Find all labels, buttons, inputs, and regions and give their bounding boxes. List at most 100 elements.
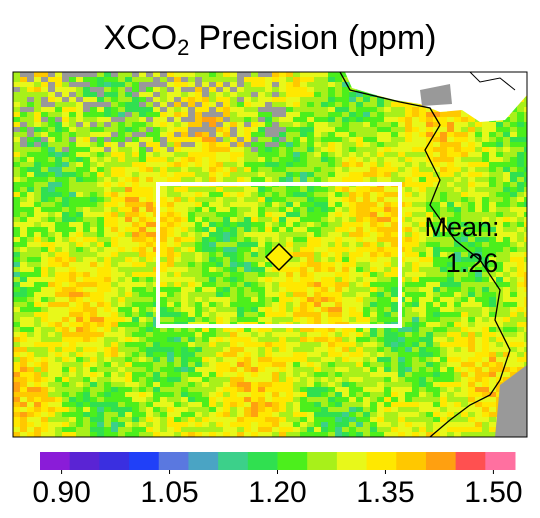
map-pixel (265, 92, 272, 97)
map-pixel (153, 172, 160, 177)
map-pixel (328, 237, 335, 242)
map-pixel (307, 207, 314, 212)
map-pixel (405, 272, 412, 277)
map-pixel (300, 212, 307, 217)
map-pixel (363, 242, 370, 247)
map-pixel (454, 302, 461, 307)
map-pixel (279, 292, 286, 297)
map-pixel (181, 382, 188, 387)
map-pixel (489, 307, 496, 312)
map-pixel (244, 147, 251, 152)
map-pixel (440, 172, 447, 177)
map-pixel (118, 287, 125, 292)
map-pixel (300, 137, 307, 142)
map-pixel (237, 112, 244, 117)
map-pixel (216, 307, 223, 312)
map-pixel (440, 117, 447, 122)
map-pixel (356, 212, 363, 217)
map-pixel (160, 292, 167, 297)
map-pixel (41, 72, 48, 77)
map-pixel (384, 187, 391, 192)
map-pixel (55, 392, 62, 397)
map-pixel (55, 97, 62, 102)
map-pixel (258, 297, 265, 302)
map-pixel (244, 222, 251, 227)
map-pixel (356, 197, 363, 202)
map-pixel (363, 277, 370, 282)
map-pixel (41, 387, 48, 392)
map-pixel (27, 312, 34, 317)
map-pixel (167, 292, 174, 297)
map-pixel (27, 297, 34, 302)
map-pixel (223, 292, 230, 297)
map-pixel (181, 112, 188, 117)
map-pixel (27, 392, 34, 397)
map-pixel (167, 382, 174, 387)
map-pixel (223, 117, 230, 122)
map-pixel (41, 122, 48, 127)
map-pixel (174, 407, 181, 412)
map-pixel (41, 102, 48, 107)
map-pixel (482, 377, 489, 382)
map-pixel (104, 297, 111, 302)
map-pixel (69, 347, 76, 352)
map-pixel (293, 337, 300, 342)
map-pixel (90, 227, 97, 232)
map-pixel (293, 372, 300, 377)
map-pixel (307, 122, 314, 127)
map-pixel (405, 167, 412, 172)
map-pixel (209, 97, 216, 102)
map-pixel (20, 327, 27, 332)
map-pixel (146, 277, 153, 282)
map-pixel (307, 297, 314, 302)
map-pixel (55, 172, 62, 177)
map-pixel (356, 372, 363, 377)
map-pixel (223, 337, 230, 342)
map-pixel (286, 357, 293, 362)
map-pixel (251, 202, 258, 207)
map-pixel (412, 347, 419, 352)
map-pixel (27, 322, 34, 327)
map-pixel (454, 192, 461, 197)
map-pixel (426, 392, 433, 397)
map-pixel (419, 362, 426, 367)
map-pixel (328, 397, 335, 402)
map-pixel (209, 167, 216, 172)
map-pixel (34, 152, 41, 157)
map-pixel (111, 287, 118, 292)
map-pixel (503, 252, 510, 257)
map-pixel (76, 297, 83, 302)
map-pixel (356, 282, 363, 287)
map-pixel (132, 282, 139, 287)
map-pixel (223, 342, 230, 347)
map-pixel (496, 157, 503, 162)
map-pixel (174, 152, 181, 157)
map-pixel (76, 162, 83, 167)
map-pixel (223, 387, 230, 392)
map-pixel (160, 177, 167, 182)
map-pixel (90, 77, 97, 82)
map-pixel (146, 252, 153, 257)
map-pixel (321, 272, 328, 277)
map-pixel (174, 392, 181, 397)
map-pixel (461, 122, 468, 127)
map-pixel (55, 352, 62, 357)
map-pixel (475, 197, 482, 202)
map-pixel (20, 152, 27, 157)
map-pixel (237, 292, 244, 297)
map-pixel (146, 227, 153, 232)
map-pixel (223, 377, 230, 382)
map-pixel (496, 187, 503, 192)
map-pixel (209, 397, 216, 402)
map-pixel (237, 407, 244, 412)
map-pixel (356, 117, 363, 122)
map-pixel (307, 172, 314, 177)
map-pixel (97, 222, 104, 227)
map-pixel (377, 387, 384, 392)
map-pixel (76, 267, 83, 272)
map-pixel (111, 407, 118, 412)
map-pixel (293, 402, 300, 407)
map-pixel (90, 237, 97, 242)
map-pixel (251, 167, 258, 172)
map-pixel (181, 152, 188, 157)
